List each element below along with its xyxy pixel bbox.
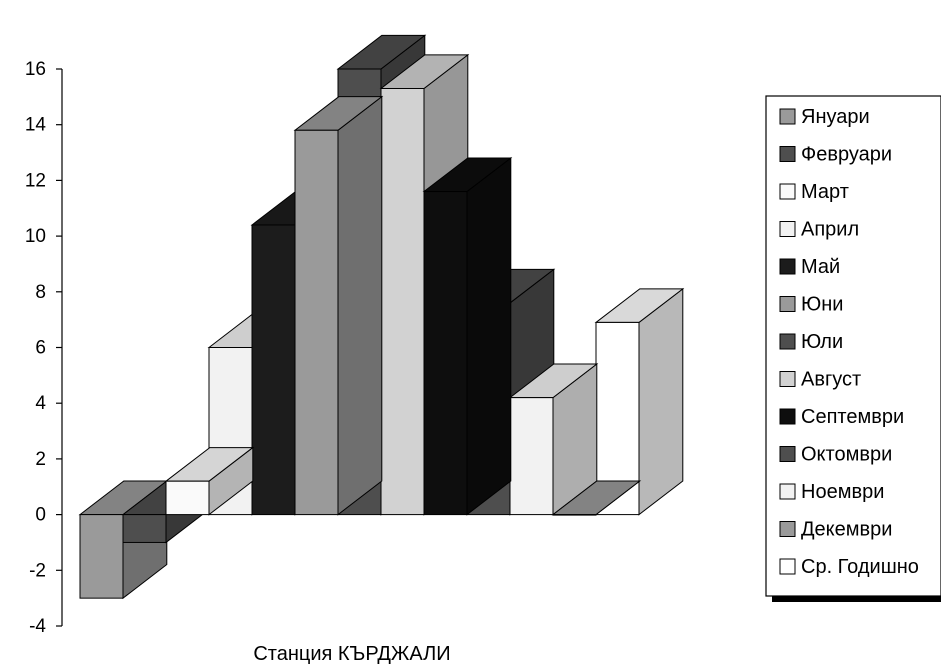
legend-item: Октомври — [779, 444, 892, 466]
bar-front — [423, 191, 468, 516]
bars — [78, 34, 685, 600]
legend-label: Май — [801, 256, 840, 278]
bar-front — [509, 397, 554, 516]
legend-swatch — [779, 221, 796, 237]
legend-swatch — [779, 258, 796, 275]
bar-front — [165, 480, 210, 516]
legend-swatch — [779, 483, 796, 500]
y-tick-label: 2 — [35, 449, 46, 470]
legend-swatch — [779, 558, 796, 575]
bar-12 — [551, 480, 642, 516]
legend-swatch — [779, 296, 796, 312]
legend-item: Януари — [779, 106, 870, 128]
y-tick-label: 16 — [25, 59, 46, 80]
bar-6 — [293, 95, 384, 516]
legend-label: Юни — [801, 294, 843, 316]
legend-swatch — [779, 183, 796, 200]
legend-item: Септември — [779, 406, 904, 428]
y-tick-label: -4 — [29, 616, 46, 637]
bar-front — [552, 514, 597, 516]
legend-swatch — [779, 333, 796, 350]
legend-item: Март — [779, 181, 849, 203]
legend-label: Април — [801, 219, 859, 241]
legend-label: Декември — [801, 519, 892, 541]
legend-swatch — [779, 146, 796, 162]
bar-front — [251, 224, 296, 516]
y-axis: -4 -2 0 2 4 6 8 10 12 14 16 — [25, 59, 63, 637]
legend-label: Септември — [801, 406, 904, 428]
legend-label: Август — [801, 369, 861, 391]
bar-side — [466, 156, 512, 516]
bar-front — [380, 87, 425, 516]
y-tick-label: 12 — [25, 170, 46, 191]
legend-item: Юни — [779, 294, 843, 316]
legend-item: Декември — [779, 519, 892, 541]
legend-label: Март — [801, 181, 849, 203]
bar-front — [122, 514, 167, 543]
y-tick-label: 6 — [35, 338, 46, 359]
legend-item: Ср. Годишно — [779, 556, 919, 578]
legend-item: Ноември — [779, 481, 884, 503]
legend-item: Февруари — [779, 144, 892, 166]
y-tick-label: 0 — [35, 505, 46, 526]
legend-item: Юли — [779, 331, 843, 353]
legend-item: Май — [779, 256, 840, 278]
bar-side — [337, 95, 383, 516]
legend-label: Октомври — [801, 444, 892, 466]
legend-swatch — [779, 408, 796, 425]
legend-label: Ср. Годишно — [801, 556, 919, 578]
y-tick-label: -2 — [29, 560, 46, 581]
bar-front — [294, 129, 339, 516]
bar-front — [79, 514, 124, 599]
legend-swatch — [779, 446, 796, 462]
legend-label: Ноември — [801, 481, 884, 503]
bar-3 — [164, 446, 255, 516]
legend-label: Юли — [801, 331, 843, 353]
legend-item: Август — [779, 369, 861, 391]
bar-side — [638, 287, 684, 516]
legend-label: Февруари — [801, 144, 892, 166]
y-tick-label: 4 — [35, 393, 46, 414]
legend: Януари Февруари Март Април Май Юни Юли Август Се… — [765, 95, 941, 602]
legend-swatch — [779, 521, 796, 537]
bar-11 — [508, 363, 599, 516]
y-tick-label: 14 — [25, 115, 47, 136]
legend-swatch — [779, 371, 796, 387]
legend-item: Април — [779, 219, 859, 241]
y-tick-label: 8 — [35, 282, 46, 303]
bar-9 — [422, 156, 513, 516]
legend-swatch — [779, 108, 796, 125]
legend-label: Януари — [801, 106, 870, 128]
x-axis-label: Станция КЪРДЖАЛИ — [253, 643, 450, 665]
y-tick-label: 10 — [25, 226, 46, 247]
